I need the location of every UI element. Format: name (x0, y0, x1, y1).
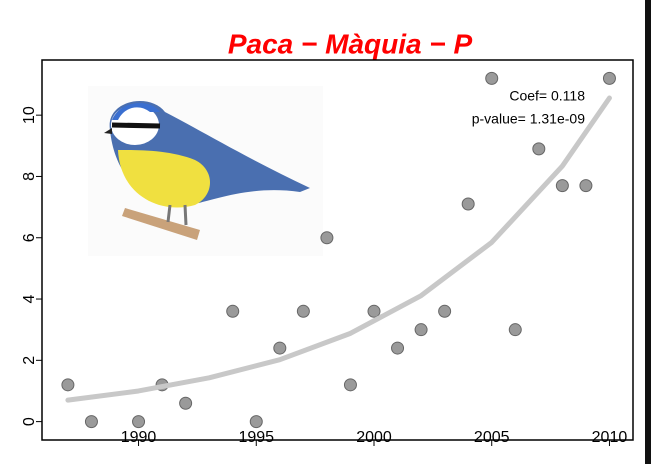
y-tick-label: 0 (21, 417, 38, 426)
chart-title: Paca − Màquia − P (228, 28, 473, 59)
branch (122, 208, 200, 240)
y-tick-label: 2 (21, 356, 38, 365)
x-tick-label: 1990 (121, 429, 157, 446)
point (485, 71, 499, 85)
y-tick-label: 4 (21, 294, 38, 303)
point (132, 415, 146, 429)
y-tick-label: 6 (21, 233, 38, 242)
y-tick-label: 10 (21, 106, 38, 124)
point (249, 415, 263, 429)
point (461, 197, 475, 211)
point (296, 304, 310, 318)
point (579, 179, 593, 193)
annotation: Coef= 0.118 (509, 88, 585, 104)
plot-frame (41, 59, 634, 441)
point (391, 341, 405, 355)
annotation: p-value= 1.31e-09 (472, 111, 585, 127)
bird-illustration (88, 86, 323, 256)
point (61, 378, 75, 392)
point (438, 304, 452, 318)
point (226, 304, 240, 318)
bird-legs (166, 204, 188, 226)
plot-area (61, 71, 616, 429)
point (320, 231, 334, 245)
x-tick-label: 1995 (238, 429, 274, 446)
bird-cap (112, 102, 160, 120)
point (602, 71, 616, 85)
bird-beak (104, 128, 112, 134)
point (343, 378, 357, 392)
x-tick-label: 2005 (474, 429, 510, 446)
point (84, 415, 98, 429)
x-tick-label: 2000 (356, 429, 392, 446)
point (414, 323, 428, 337)
bird-eye-stripe (111, 122, 161, 129)
point (508, 323, 522, 337)
bird-belly (118, 150, 210, 208)
point (555, 179, 569, 193)
y-tick-label: 8 (21, 172, 38, 181)
point (532, 142, 546, 156)
point (179, 396, 193, 410)
fit-curve (65, 95, 612, 403)
point (273, 341, 287, 355)
point (367, 304, 381, 318)
edge-bar (645, 0, 651, 464)
x-tick-label: 2010 (592, 429, 628, 446)
